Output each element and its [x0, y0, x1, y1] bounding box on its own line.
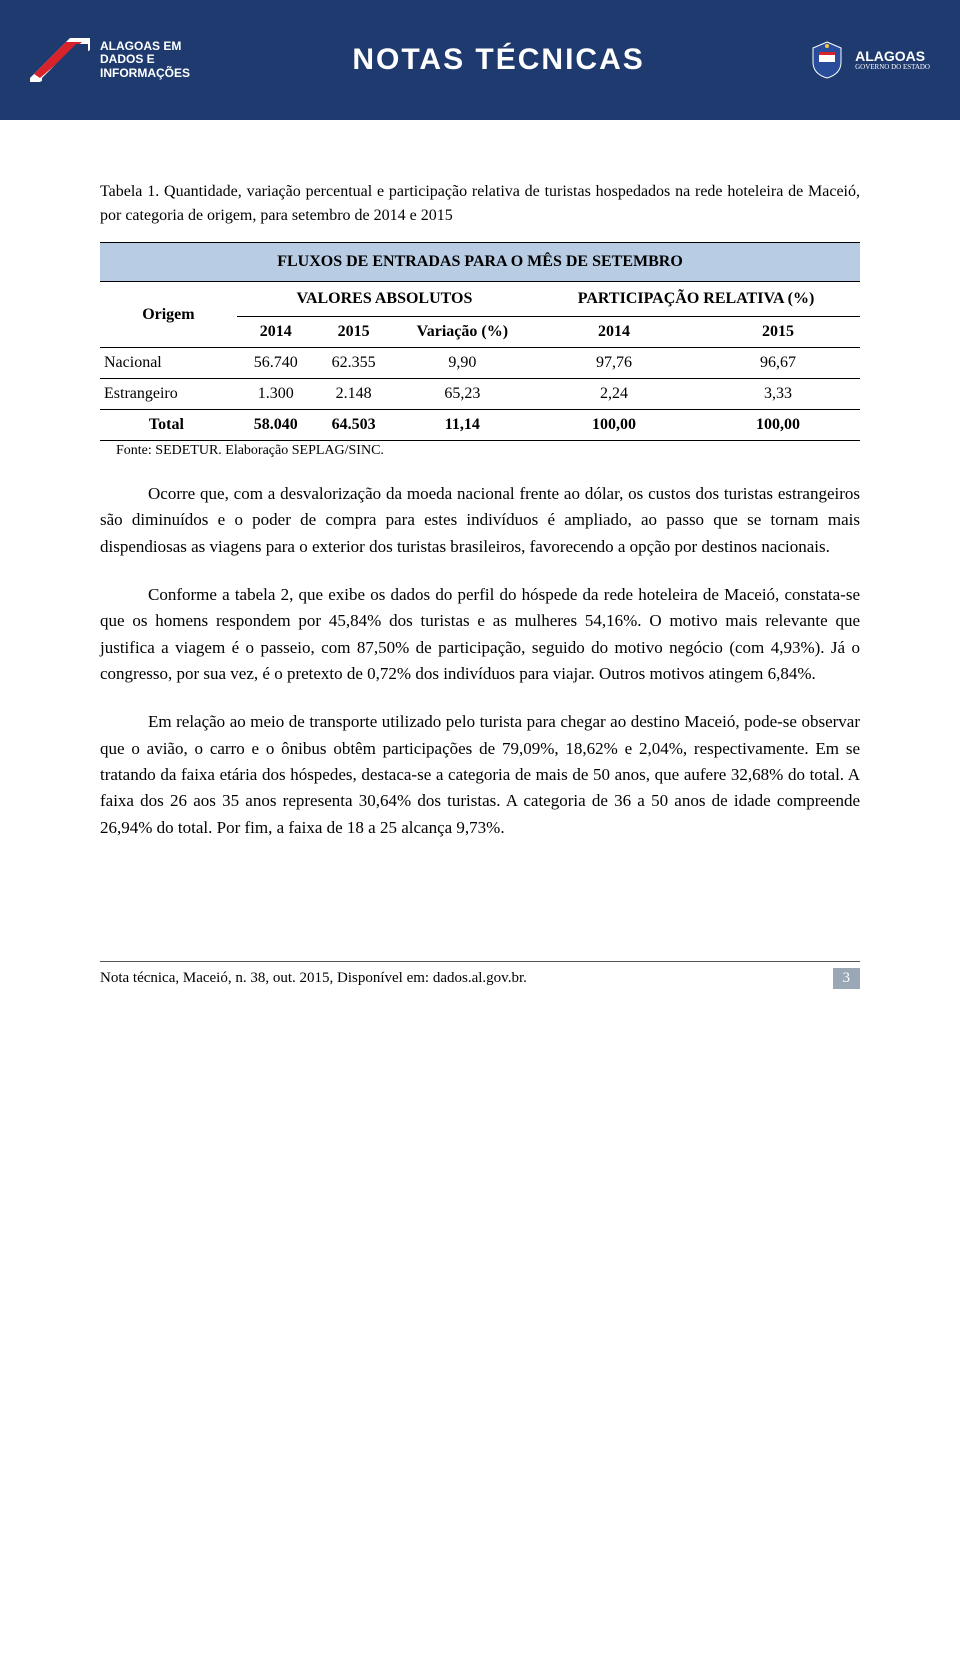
cell: 11,14: [393, 410, 532, 441]
col-var: Variação (%): [393, 317, 532, 348]
cell: 3,33: [696, 379, 860, 410]
cell-label: Estrangeiro: [100, 379, 237, 410]
logo-left: ALAGOAS EM DADOS E INFORMAÇÕES: [30, 38, 190, 82]
state-sub: GOVERNO DO ESTADO: [855, 63, 930, 71]
cell: 100,00: [532, 410, 696, 441]
cell: 100,00: [696, 410, 860, 441]
cell: 96,67: [696, 348, 860, 379]
table-super-header: FLUXOS DE ENTRADAS PARA O MÊS DE SETEMBR…: [100, 243, 860, 282]
banner-title: NOTAS TÉCNICAS: [352, 43, 644, 77]
table-row-total: Total 58.040 64.503 11,14 100,00 100,00: [100, 410, 860, 441]
logo-line-3: INFORMAÇÕES: [100, 66, 190, 80]
col-2015-b: 2015: [696, 317, 860, 348]
logo-line-1: ALAGOAS EM: [100, 39, 181, 53]
table-source: Fonte: SEDETUR. Elaboração SEPLAG/SINC.: [100, 443, 860, 459]
cell: 62.355: [315, 348, 393, 379]
page-content: Tabela 1. Quantidade, variação percentua…: [0, 120, 960, 881]
state-name: ALAGOAS: [855, 49, 930, 63]
footer-citation: Nota técnica, Maceió, n. 38, out. 2015, …: [100, 970, 527, 987]
col-2015-a: 2015: [315, 317, 393, 348]
table-caption: Tabela 1. Quantidade, variação percentua…: [100, 180, 860, 228]
cell-total-label: Total: [100, 410, 237, 441]
logo-right: ALAGOAS GOVERNO DO ESTADO: [807, 40, 930, 80]
cell: 65,23: [393, 379, 532, 410]
table-row: Nacional 56.740 62.355 9,90 97,76 96,67: [100, 348, 860, 379]
cell: 1.300: [237, 379, 315, 410]
cell: 2.148: [315, 379, 393, 410]
cell: 9,90: [393, 348, 532, 379]
paragraph-3: Em relação ao meio de transporte utiliza…: [100, 709, 860, 841]
paragraph-1: Ocorre que, com a desvalorização da moed…: [100, 481, 860, 560]
logo-line-2: DADOS E: [100, 52, 155, 66]
col-group-participacao: PARTICIPAÇÃO RELATIVA (%): [532, 282, 860, 317]
state-label: ALAGOAS GOVERNO DO ESTADO: [855, 49, 930, 71]
cell: 58.040: [237, 410, 315, 441]
cell-label: Nacional: [100, 348, 237, 379]
crest-icon: [807, 40, 847, 80]
cell: 64.503: [315, 410, 393, 441]
flag-icon: [30, 38, 90, 82]
footer-page-number: 3: [833, 968, 861, 989]
table-row: Estrangeiro 1.300 2.148 65,23 2,24 3,33: [100, 379, 860, 410]
cell: 2,24: [532, 379, 696, 410]
row-header: Origem: [100, 282, 237, 348]
cell: 56.740: [237, 348, 315, 379]
header-banner: ALAGOAS EM DADOS E INFORMAÇÕES NOTAS TÉC…: [0, 0, 960, 120]
col-2014-b: 2014: [532, 317, 696, 348]
data-table: FLUXOS DE ENTRADAS PARA O MÊS DE SETEMBR…: [100, 242, 860, 441]
col-2014-a: 2014: [237, 317, 315, 348]
paragraph-2: Conforme a tabela 2, que exibe os dados …: [100, 582, 860, 687]
col-group-valores: VALORES ABSOLUTOS: [237, 282, 532, 317]
logo-text: ALAGOAS EM DADOS E INFORMAÇÕES: [100, 40, 190, 80]
page-footer: Nota técnica, Maceió, n. 38, out. 2015, …: [100, 961, 860, 989]
cell: 97,76: [532, 348, 696, 379]
